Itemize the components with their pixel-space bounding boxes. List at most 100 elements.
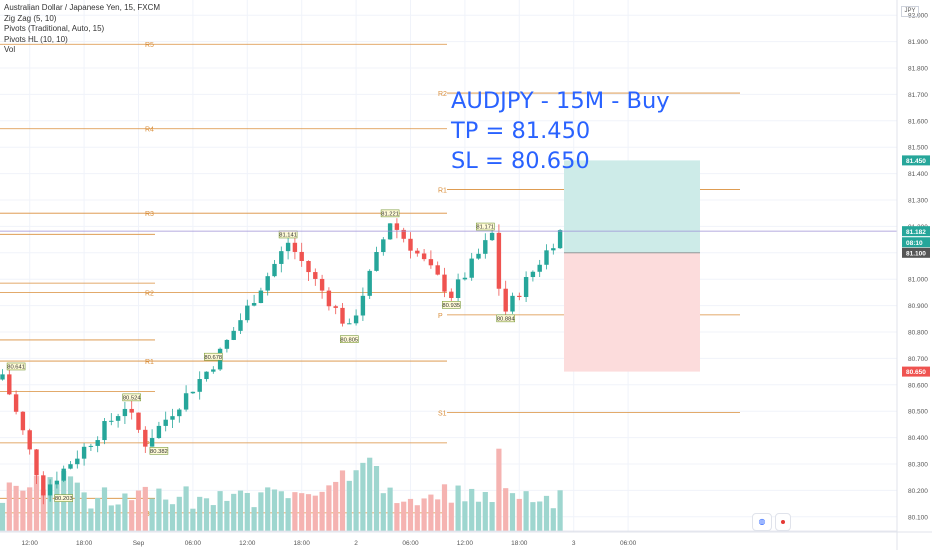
candle-body [469,258,474,278]
replay-icon[interactable]: ◍ [752,513,772,531]
volume-bar [81,492,87,531]
candle-body [258,290,264,304]
candle-body [530,271,536,278]
price-tick-label: 81.700 [908,92,928,99]
candle-body [333,306,338,308]
legend-pivots[interactable]: Pivots (Traditional, Auto, 15) [4,24,105,33]
candle-body [381,239,386,252]
symbol-title[interactable]: Australian Dollar / Japanese Yen, 15, FX… [4,3,161,12]
zigzag-label: 80.203 [55,496,73,502]
volume-bar [469,488,475,531]
price-tick-label: 80.800 [908,330,928,337]
candle-body [428,259,434,266]
volume-bar [244,492,250,531]
trade-note: AUDJPY - 15M - Buy TP = 81.450 SL = 80.6… [451,86,670,176]
candle-body [156,425,162,439]
candle-body [523,277,529,298]
price-tick-label: 81.500 [908,145,928,152]
volume-bar [441,484,448,531]
candle-body [544,250,549,265]
volume-bar [312,495,318,531]
pivot-label: S1 [438,411,447,418]
zigzag-label: 80.524 [123,395,142,401]
volume-bar [135,490,142,531]
price-tick-label: 80.200 [908,488,928,495]
candle-body [476,253,481,259]
volume-bar [543,495,550,531]
volume-bar [224,500,230,531]
candle-body [251,303,257,306]
candle-body [61,468,66,481]
candle-body [415,250,420,254]
price-tick-label: 80.100 [908,514,928,521]
long-position-tool[interactable] [564,160,700,372]
volume-bar [74,482,80,531]
candle-body [265,276,270,291]
zigzag-label-box [54,494,74,502]
price-tick-label: 80.700 [908,356,928,363]
legend-volume[interactable]: Vol [4,45,16,54]
time-tick-label: 18:00 [294,540,311,547]
grid-lines [0,0,897,532]
candle-body [41,475,46,496]
zigzag-label-box [475,222,495,231]
pivot-label: R5 [145,42,154,49]
candle-body [224,339,230,349]
price-label: 08:10 [906,240,923,247]
price-axis[interactable]: 82.00081.90081.80081.70081.60081.50081.4… [896,0,930,550]
loss-zone [564,252,700,372]
candle-body [143,429,148,447]
volume-bar [251,507,257,531]
volume-bar [367,457,373,531]
volume-bar [516,498,522,531]
volume-bar [231,493,237,531]
volume-bar [183,486,189,531]
volume-bar [169,504,176,531]
record-icon[interactable] [775,513,791,531]
candle-body [347,323,352,325]
candle-body [204,371,209,380]
candle-body [7,374,12,395]
legend-zigzag[interactable]: Zig Zag (5, 10) [4,13,57,23]
candle-body [279,251,284,264]
candle-body [13,394,19,412]
price-label: 81.100 [906,250,926,257]
candle-body [102,421,107,441]
candle-body [197,379,202,392]
volume-bar [142,486,148,531]
price-tick-label: 80.400 [908,435,928,442]
volume-bar [108,505,114,531]
candle-body [326,290,332,307]
time-tick-label: 18:00 [511,540,528,547]
volume-bar [258,492,264,531]
volume-bar [88,508,94,531]
zigzag-label-box [149,447,169,455]
volume-bar [414,505,420,531]
pivot-label: S1 [145,511,154,518]
candle-body [0,374,5,380]
pivot-label: R1 [438,187,447,194]
time-axis[interactable]: 12:00 18:00 Sep 06:00 12:00 18:00 2 06:00 12:00 1… [0,531,932,547]
pivot-label: R2 [438,91,447,98]
volume-bar [27,487,33,531]
volume-bar [20,490,26,531]
zigzag-label-box [496,314,516,323]
currency-label[interactable]: JPY [901,6,919,17]
volume-bar [496,448,502,531]
trade-note-tp: TP = 81.450 [451,118,591,144]
volume-bar [40,489,46,531]
volume-bar [47,477,53,531]
candle-body [551,248,556,251]
volume-bar [13,485,19,531]
volume-bar [197,496,203,531]
candle-body [47,484,53,496]
profit-zone [564,160,700,253]
candle-body [442,274,447,292]
legend-pivots-hl[interactable]: Pivots HL (10, 10) [4,34,68,44]
time-tick-label: 12:00 [239,540,256,547]
candle-body [340,307,345,324]
volume-bar [67,476,74,531]
volume-bar [475,501,482,531]
trade-note-title: AUDJPY - 15M - Buy [451,88,670,114]
